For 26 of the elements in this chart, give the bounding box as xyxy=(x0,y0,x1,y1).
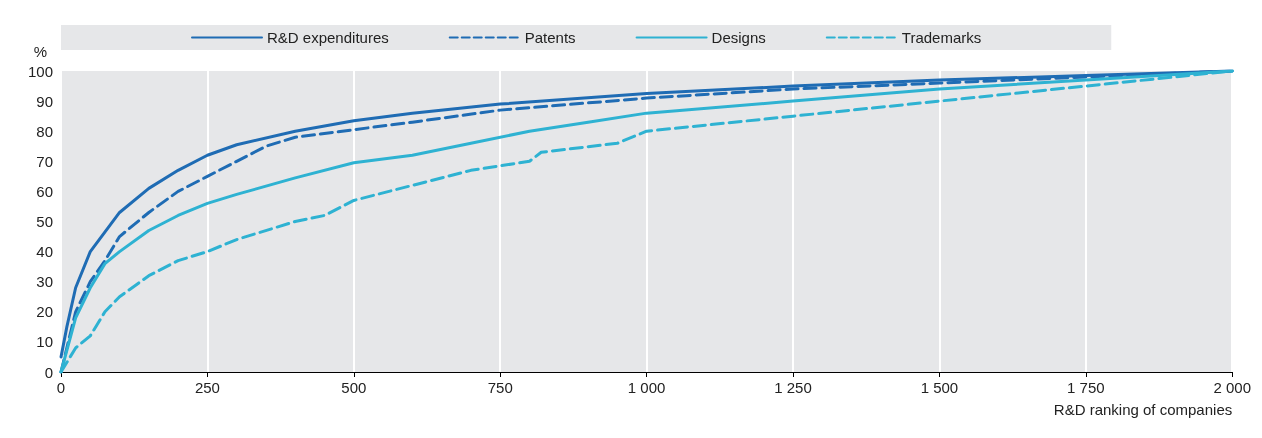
x-tick-label: 500 xyxy=(341,379,367,396)
legend-label: Designs xyxy=(711,29,766,46)
y-tick-label: 10 xyxy=(36,333,53,351)
y-tick-label: 80 xyxy=(36,122,53,140)
y-tick-label: 0 xyxy=(44,363,53,381)
y-tick-label: 50 xyxy=(36,213,53,230)
x-axis-title: R&D ranking of companies xyxy=(1053,401,1233,418)
legend-label: Trademarks xyxy=(901,29,982,46)
x-tick-label: 2 000 xyxy=(1213,379,1252,396)
legend-label: R&D expenditures xyxy=(267,29,389,46)
x-tick-label: 1 500 xyxy=(920,379,959,396)
x-tick-label: 1 750 xyxy=(1067,379,1105,396)
x-tick-label: 250 xyxy=(194,379,220,396)
x-tick-label: 0 xyxy=(56,379,66,396)
y-tick-label: 100 xyxy=(27,62,53,80)
y-tick-label: 90 xyxy=(36,92,53,110)
y-axis-title: % xyxy=(33,43,47,60)
legend-label: Patents xyxy=(524,29,576,46)
x-tick-label: 750 xyxy=(487,379,513,396)
y-tick-label: 30 xyxy=(36,273,53,291)
y-tick-label: 60 xyxy=(36,182,53,200)
y-tick-label: 70 xyxy=(36,152,53,170)
y-tick-label: 40 xyxy=(36,243,53,261)
y-tick-label: 20 xyxy=(36,303,53,321)
x-tick-label: 1 250 xyxy=(774,379,812,396)
x-tick-label: 1 000 xyxy=(627,379,666,396)
